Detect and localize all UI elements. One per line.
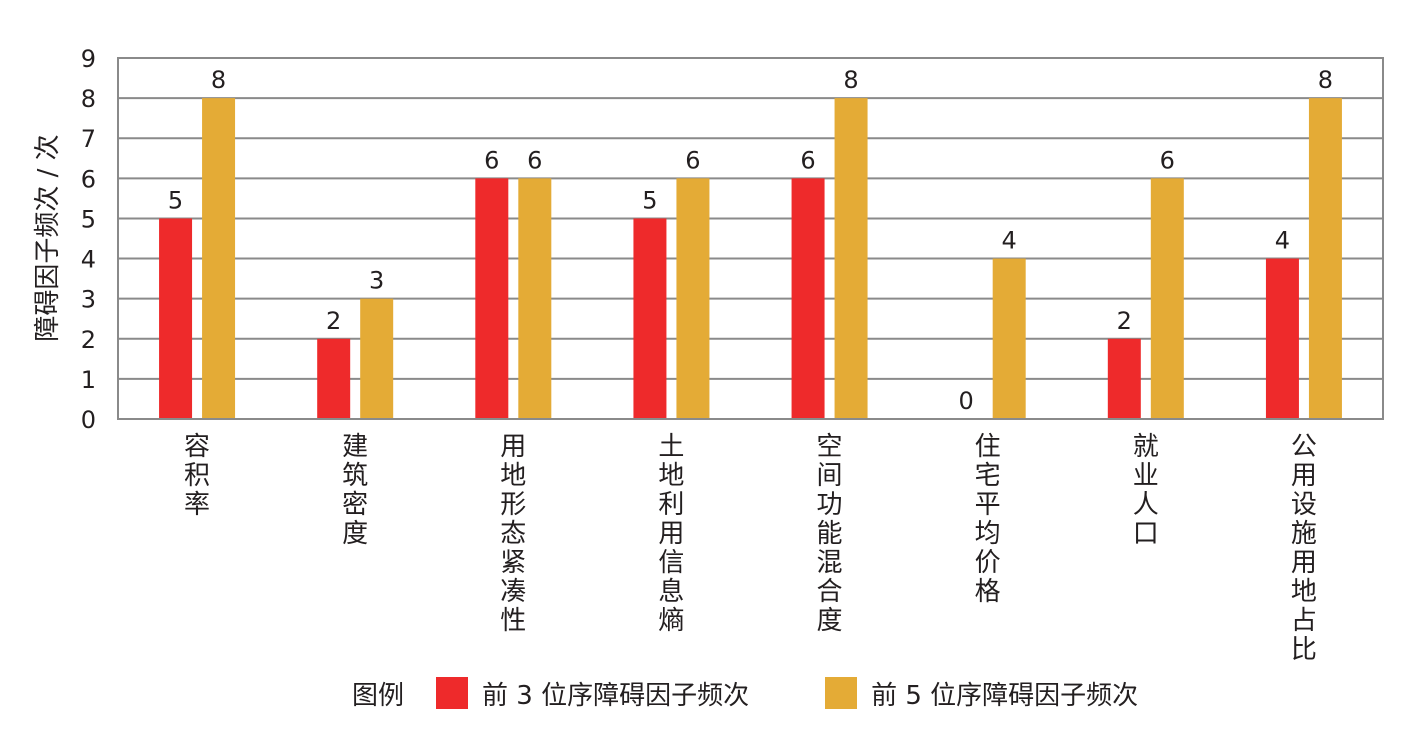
bar-top3 [317, 338, 351, 419]
category-label: 就业人口 [1133, 432, 1159, 549]
category-label: 住宅平均价格 [975, 432, 1001, 607]
data-label: 2 [326, 307, 341, 335]
y-tick-label: 2 [81, 326, 96, 354]
y-tick-label: 5 [81, 205, 96, 233]
legend-title: 图例 [352, 680, 405, 711]
data-label: 2 [1117, 307, 1132, 335]
bar-top5 [676, 178, 710, 419]
data-label: 5 [168, 186, 183, 214]
bar-top5 [1150, 178, 1184, 419]
plot-frame [117, 57, 1384, 420]
data-label: 8 [843, 66, 858, 94]
y-tick-labels: 0 1 2 3 4 5 6 7 8 9 [81, 45, 96, 434]
data-label: 6 [685, 146, 700, 174]
data-label: 5 [642, 186, 657, 214]
category-label: 用地形态紧凑性 [500, 432, 526, 636]
data-label: 3 [369, 267, 384, 295]
data-label: 8 [211, 66, 226, 94]
legend-swatch-top5 [825, 677, 858, 709]
data-label: 4 [1002, 227, 1017, 255]
y-tick-label: 9 [81, 45, 96, 73]
bar-top3 [159, 218, 193, 419]
y-tick-label: 3 [81, 286, 96, 314]
legend-swatch-top3 [436, 677, 469, 709]
data-label: 0 [959, 387, 974, 415]
bar-top5 [518, 178, 552, 419]
y-tick-label: 4 [81, 246, 96, 274]
bar-top3 [791, 178, 825, 419]
legend-label-top3: 前 3 位序障碍因子频次 [482, 680, 750, 711]
data-label: 8 [1318, 66, 1333, 94]
bar-top3 [1107, 338, 1141, 419]
legend: 图例 前 3 位序障碍因子频次 前 5 位序障碍因子频次 [352, 675, 1214, 711]
data-label: 6 [484, 146, 499, 174]
bar-top5 [834, 98, 868, 419]
bar-top5 [360, 298, 394, 419]
category-label: 建筑密度 [342, 432, 368, 549]
legend-label-top5: 前 5 位序障碍因子频次 [871, 680, 1139, 711]
category-label: 容积率 [184, 432, 210, 520]
bar-top3 [1265, 258, 1299, 419]
data-label: 6 [1160, 146, 1175, 174]
category-label: 空间功能混合度 [817, 432, 843, 636]
bar-top5 [1308, 98, 1342, 419]
data-label: 6 [800, 146, 815, 174]
bar-top3 [475, 178, 509, 419]
bar-top3 [633, 218, 667, 419]
gridlines [118, 97, 1383, 380]
data-label: 4 [1275, 227, 1290, 255]
y-tick-label: 1 [81, 366, 96, 394]
y-tick-label: 7 [81, 125, 96, 153]
data-label: 6 [527, 146, 542, 174]
legend-item-top3: 前 3 位序障碍因子频次 [436, 675, 749, 712]
category-label: 土地利用信息熵 [658, 432, 684, 636]
category-labels: 容积率 建筑密度 用地形态紧凑性 土地利用信息熵 空间功能混合度 住宅平均价格 就业人口 公用… [184, 432, 1317, 665]
bar-top5 [202, 98, 236, 419]
bar-top5 [992, 258, 1026, 419]
y-tick-label: 8 [81, 85, 96, 113]
category-label: 公用设施用地占比 [1291, 432, 1317, 665]
legend-item-top5: 前 5 位序障碍因子频次 [825, 675, 1138, 712]
y-tick-label: 0 [81, 406, 96, 434]
y-axis-label: 障碍因子频次 / 次 [33, 134, 63, 341]
y-tick-label: 6 [81, 165, 96, 193]
bars [159, 98, 1342, 419]
